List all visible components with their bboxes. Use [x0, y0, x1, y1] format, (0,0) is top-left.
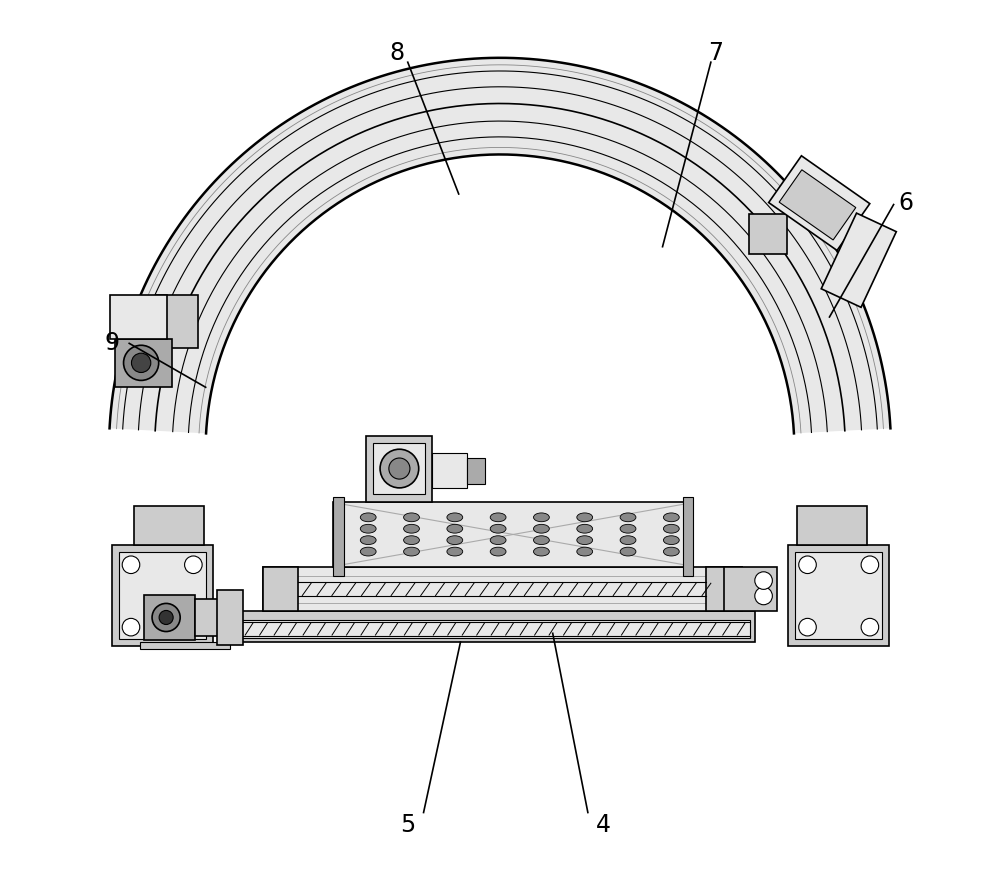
- Ellipse shape: [577, 513, 593, 522]
- Circle shape: [131, 353, 151, 372]
- Text: 5: 5: [400, 813, 415, 837]
- Circle shape: [755, 572, 772, 590]
- Text: 9: 9: [104, 332, 119, 356]
- Ellipse shape: [534, 513, 549, 522]
- Ellipse shape: [620, 547, 636, 556]
- Ellipse shape: [360, 524, 376, 533]
- Polygon shape: [683, 497, 693, 576]
- Ellipse shape: [663, 524, 679, 533]
- Polygon shape: [797, 506, 867, 546]
- Ellipse shape: [360, 513, 376, 522]
- Polygon shape: [110, 295, 167, 339]
- Ellipse shape: [447, 513, 463, 522]
- Polygon shape: [821, 213, 896, 307]
- Circle shape: [185, 556, 202, 574]
- Circle shape: [185, 619, 202, 636]
- Polygon shape: [432, 453, 467, 488]
- Ellipse shape: [663, 536, 679, 545]
- Circle shape: [152, 604, 180, 632]
- Polygon shape: [769, 156, 870, 251]
- Circle shape: [861, 619, 879, 636]
- Polygon shape: [333, 502, 693, 568]
- Ellipse shape: [490, 536, 506, 545]
- Polygon shape: [110, 58, 890, 433]
- Circle shape: [799, 619, 816, 636]
- Ellipse shape: [663, 513, 679, 522]
- Ellipse shape: [620, 513, 636, 522]
- Ellipse shape: [404, 524, 419, 533]
- Polygon shape: [217, 590, 243, 645]
- Polygon shape: [263, 568, 298, 612]
- Text: 7: 7: [708, 41, 723, 65]
- Polygon shape: [112, 546, 213, 647]
- Ellipse shape: [577, 536, 593, 545]
- Ellipse shape: [404, 536, 419, 545]
- Polygon shape: [156, 295, 198, 348]
- Ellipse shape: [447, 524, 463, 533]
- Polygon shape: [119, 553, 206, 640]
- Ellipse shape: [534, 547, 549, 556]
- Polygon shape: [263, 568, 742, 612]
- Polygon shape: [706, 568, 742, 612]
- Ellipse shape: [577, 524, 593, 533]
- Polygon shape: [333, 497, 344, 576]
- Polygon shape: [195, 599, 221, 636]
- Text: 8: 8: [390, 41, 405, 65]
- Polygon shape: [134, 506, 204, 546]
- Ellipse shape: [620, 536, 636, 545]
- Ellipse shape: [447, 547, 463, 556]
- Ellipse shape: [490, 524, 506, 533]
- Polygon shape: [241, 620, 750, 638]
- Text: 6: 6: [898, 191, 913, 215]
- Circle shape: [124, 345, 159, 380]
- Ellipse shape: [360, 547, 376, 556]
- Text: 4: 4: [596, 813, 611, 837]
- Circle shape: [122, 619, 140, 636]
- Polygon shape: [373, 443, 425, 495]
- Polygon shape: [366, 436, 432, 502]
- Polygon shape: [788, 546, 889, 647]
- Circle shape: [159, 611, 173, 625]
- Polygon shape: [467, 458, 485, 484]
- Ellipse shape: [534, 536, 549, 545]
- Circle shape: [389, 458, 410, 479]
- Ellipse shape: [663, 547, 679, 556]
- Polygon shape: [779, 170, 856, 240]
- Circle shape: [861, 556, 879, 574]
- Polygon shape: [749, 214, 787, 254]
- Polygon shape: [724, 568, 777, 612]
- Polygon shape: [140, 642, 230, 649]
- Ellipse shape: [490, 547, 506, 556]
- Ellipse shape: [490, 513, 506, 522]
- Ellipse shape: [534, 524, 549, 533]
- Ellipse shape: [447, 536, 463, 545]
- Circle shape: [122, 556, 140, 574]
- Circle shape: [380, 449, 419, 488]
- Circle shape: [799, 556, 816, 574]
- Polygon shape: [795, 553, 882, 640]
- Ellipse shape: [404, 547, 419, 556]
- Polygon shape: [115, 339, 172, 387]
- Ellipse shape: [360, 536, 376, 545]
- Polygon shape: [144, 595, 195, 641]
- Ellipse shape: [620, 524, 636, 533]
- Ellipse shape: [577, 547, 593, 556]
- Polygon shape: [223, 612, 755, 642]
- Ellipse shape: [404, 513, 419, 522]
- Circle shape: [755, 587, 772, 605]
